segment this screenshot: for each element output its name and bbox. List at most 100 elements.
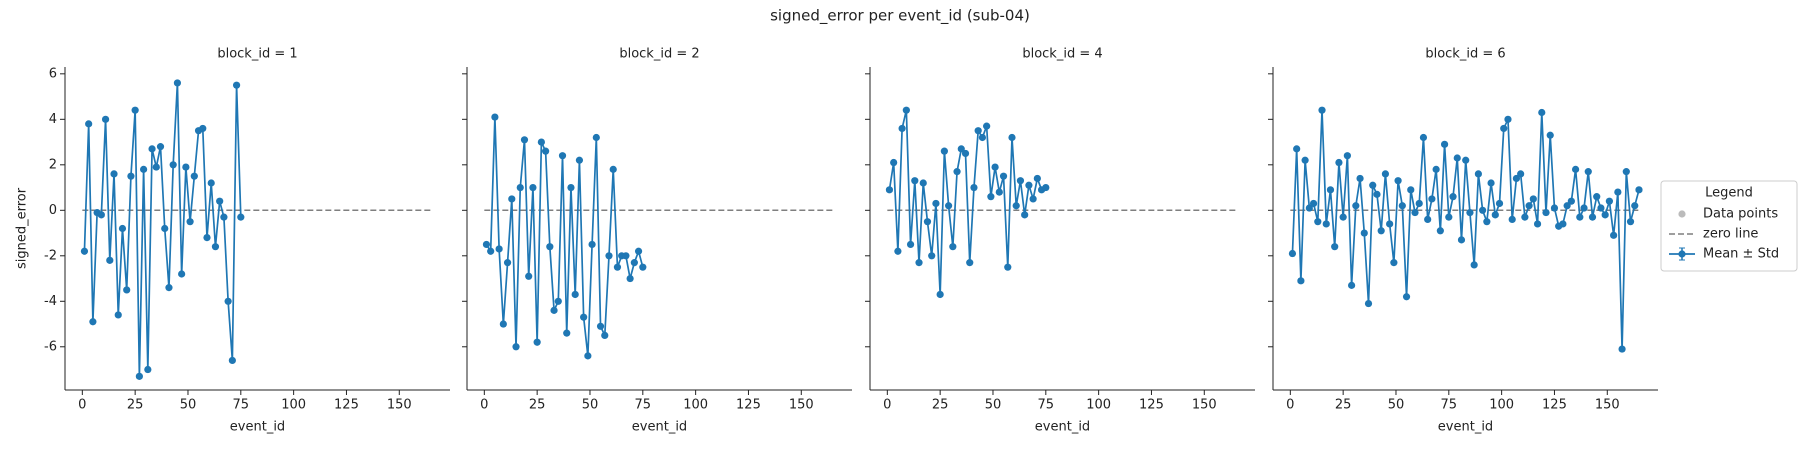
y-tick-label: -2	[44, 248, 57, 263]
data-point	[1517, 170, 1525, 178]
data-point	[186, 218, 194, 226]
data-point	[525, 272, 533, 280]
data-point	[101, 115, 110, 123]
data-point	[1546, 131, 1554, 139]
x-axis-label: event_id	[1438, 420, 1493, 435]
x-tick-label: 50	[1388, 398, 1405, 413]
data-point	[1521, 213, 1529, 221]
data-point	[630, 259, 638, 267]
data-point	[1453, 154, 1461, 162]
x-tick-label: 125	[1139, 398, 1164, 413]
data-point	[970, 183, 978, 192]
data-point	[503, 259, 512, 267]
panel-title: block_id = 4	[1022, 47, 1102, 62]
data-point	[1352, 202, 1360, 210]
data-point	[932, 199, 940, 208]
y-tick-label: 4	[49, 112, 57, 127]
data-point	[928, 252, 936, 260]
x-tick-label: 50	[985, 398, 1002, 413]
data-point	[601, 331, 609, 340]
data-point	[949, 243, 957, 251]
data-point	[1626, 218, 1635, 226]
x-tick-label: 25	[932, 398, 949, 413]
data-point	[911, 177, 919, 185]
data-point	[978, 133, 987, 142]
data-point	[1445, 213, 1453, 221]
y-tick-label: -6	[44, 339, 57, 354]
series-line	[83, 82, 242, 377]
data-point	[85, 120, 93, 128]
data-point	[936, 290, 944, 299]
data-point	[1305, 204, 1313, 212]
data-point	[1500, 124, 1508, 133]
data-point	[596, 322, 605, 330]
data-point	[152, 163, 160, 171]
data-point	[1470, 261, 1478, 269]
x-tick-label: 125	[736, 398, 761, 413]
data-point	[1314, 218, 1322, 226]
data-point	[626, 274, 634, 283]
data-point	[190, 172, 198, 180]
legend-label: Data points	[1703, 207, 1778, 222]
data-point	[1029, 195, 1037, 203]
figure-title: signed_error per event_id (sub-04)	[770, 7, 1030, 26]
data-point	[1004, 263, 1012, 271]
data-point	[114, 311, 122, 319]
data-point	[991, 163, 999, 171]
data-point	[224, 297, 232, 305]
data-point	[567, 183, 575, 192]
data-point	[529, 183, 537, 192]
data-point	[966, 259, 974, 267]
data-point	[1584, 168, 1592, 176]
data-point	[178, 270, 186, 278]
data-point	[482, 240, 491, 249]
data-point	[995, 188, 1003, 196]
y-tick-label: 6	[49, 66, 57, 81]
data-point	[203, 233, 211, 242]
data-point	[1293, 145, 1301, 153]
data-point	[499, 320, 507, 328]
data-point	[516, 183, 524, 192]
data-point	[1457, 236, 1466, 244]
x-tick-label: 0	[78, 398, 86, 413]
data-point	[1373, 190, 1381, 198]
data-point	[80, 247, 89, 255]
x-tick-label: 25	[127, 398, 144, 413]
y-axis-label: signed_error	[15, 187, 30, 269]
data-point	[1364, 299, 1373, 308]
data-point	[613, 263, 622, 271]
data-point	[220, 213, 228, 221]
data-point	[533, 338, 541, 346]
data-point	[232, 81, 241, 89]
data-point	[1635, 186, 1643, 194]
x-axis-label: event_id	[230, 420, 285, 435]
data-point	[885, 186, 894, 194]
data-point	[1335, 158, 1343, 167]
data-point	[118, 224, 127, 233]
data-point	[1597, 204, 1605, 212]
data-point	[1432, 165, 1440, 173]
data-point	[563, 329, 571, 337]
data-point	[169, 161, 177, 169]
data-point	[1580, 204, 1588, 212]
data-point	[495, 245, 503, 253]
data-point	[639, 263, 647, 271]
data-point	[919, 179, 927, 187]
data-point	[957, 145, 965, 153]
data-point	[1479, 206, 1487, 214]
data-point	[1601, 211, 1609, 219]
legend-box	[1660, 180, 1798, 272]
data-point	[987, 193, 995, 201]
series-line	[888, 110, 1047, 295]
x-tick-label: 50	[180, 398, 197, 413]
data-point	[622, 252, 630, 260]
data-point	[491, 113, 499, 121]
data-point	[135, 372, 143, 380]
data-point	[953, 168, 961, 176]
data-point	[1533, 220, 1542, 228]
y-tick-label: 2	[49, 157, 57, 172]
data-point	[161, 224, 169, 233]
data-point	[1550, 204, 1559, 212]
legend-title: Legend	[1705, 186, 1753, 201]
data-point	[237, 213, 245, 221]
